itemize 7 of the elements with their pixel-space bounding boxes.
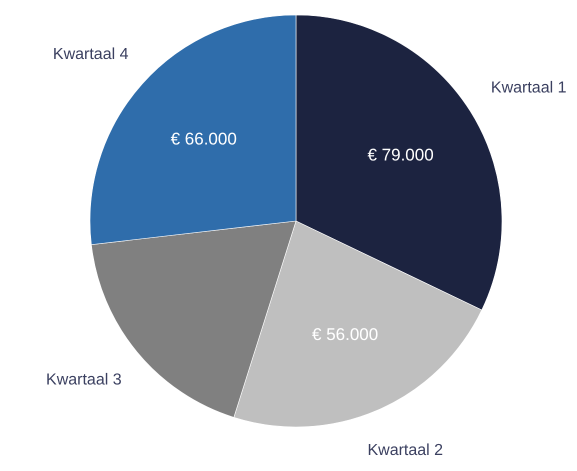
- data-label: € 56.000: [312, 324, 378, 344]
- data-label: € 66.000: [170, 129, 237, 148]
- slice-label: Kwartaal 2: [367, 442, 444, 459]
- slice-label: Kwartaal 4: [52, 46, 129, 64]
- data-label: € 79.000: [368, 146, 434, 165]
- slice-label: Kwartaal 3: [46, 372, 122, 389]
- slice-label: Kwartaal 1: [490, 79, 567, 96]
